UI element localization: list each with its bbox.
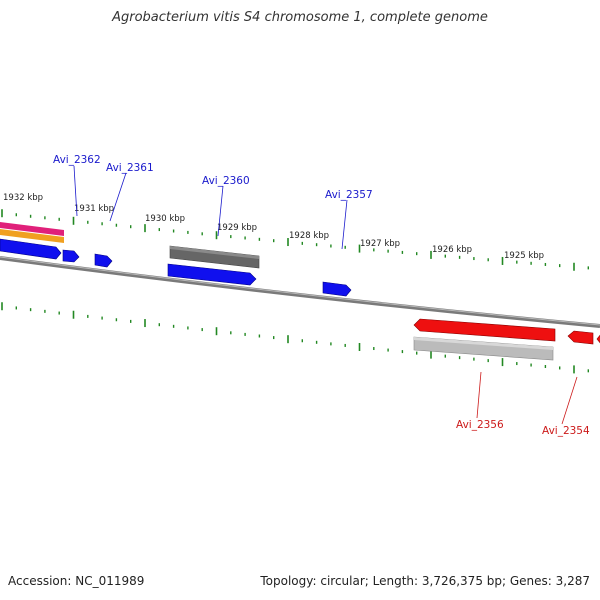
orange-feature-band[interactable] — [0, 229, 64, 243]
gene-label-avi-2356[interactable]: Avi_2356 — [456, 419, 504, 431]
gene-avi-2354-arrow[interactable] — [567, 330, 594, 345]
gene-red-edge-arrow[interactable] — [596, 334, 600, 345]
kbp-label: 1930 kbp — [145, 214, 185, 224]
pink-feature-band[interactable] — [0, 222, 64, 236]
grey-feature-reverse-highlight — [414, 337, 553, 350]
gene-avi-2357-arrow[interactable] — [322, 281, 352, 297]
kbp-label: 1931 kbp — [74, 204, 114, 214]
gene-label-avi-2360[interactable]: Avi_2360 — [202, 175, 250, 187]
leader-line — [561, 376, 578, 425]
genome-summary-text: Topology: circular; Length: 3,726,375 bp… — [260, 574, 590, 588]
gene-avi-2361-arrow[interactable] — [62, 249, 80, 263]
leader-line — [73, 165, 78, 217]
grey-feature-forward-highlight — [170, 246, 259, 259]
grey-feature-reverse[interactable] — [413, 336, 554, 361]
tick-marks — [1, 209, 589, 374]
kbp-label: 1932 kbp — [3, 193, 43, 203]
kbp-label: 1927 kbp — [360, 239, 400, 249]
genome-backbone-highlight — [0, 256, 600, 326]
genome-backbone — [0, 256, 600, 328]
map-title: Agrobacterium vitis S4 chromosome 1, com… — [112, 10, 488, 25]
kbp-label: 1925 kbp — [504, 251, 544, 261]
kbp-label: 1928 kbp — [289, 231, 329, 241]
kbp-label: 1929 kbp — [217, 223, 257, 233]
gene-small-arrow[interactable] — [94, 253, 113, 268]
gene-label-avi-2354[interactable]: Avi_2354 — [542, 425, 590, 437]
gene-label-avi-2362[interactable]: Avi_2362 — [53, 154, 101, 166]
gene-label-avi-2357[interactable]: Avi_2357 — [325, 189, 373, 201]
gene-avi-2356-arrow[interactable] — [413, 318, 556, 342]
leader-line — [217, 185, 224, 237]
gene-avi-2362-arrow[interactable] — [0, 238, 62, 260]
gene-label-avi-2361[interactable]: Avi_2361 — [106, 162, 154, 174]
kbp-label: 1926 kbp — [432, 245, 472, 255]
leader-line — [109, 172, 127, 222]
leader-line — [341, 199, 348, 250]
gene-avi-2360-arrow[interactable] — [167, 263, 257, 286]
accession-text: Accession: NC_011989 — [8, 574, 145, 588]
leader-line — [476, 371, 482, 419]
